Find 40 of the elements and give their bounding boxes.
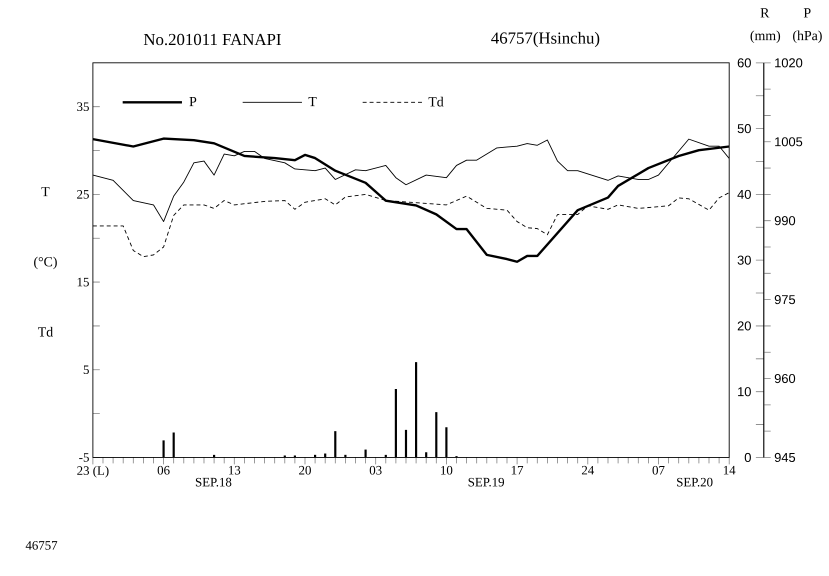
y-tick-label: -5 <box>79 453 89 462</box>
y2-tick-label: 40 <box>737 190 751 199</box>
text: 46757 <box>26 541 58 550</box>
y2-tick-label: 30 <box>738 256 751 265</box>
y-tick-label: 5 <box>84 365 89 374</box>
y2-tick-label: 20 <box>738 321 751 330</box>
y-tick-label: 15 <box>78 278 89 286</box>
text: T (°C) Td <box>34 187 57 337</box>
x-tick-label: 17 <box>512 466 524 474</box>
y2-tick-label: 60 <box>738 58 751 68</box>
chart-subtitle: 46757(Hsinchu) <box>491 32 600 48</box>
x-tick-label: 10 <box>441 466 452 475</box>
y2-tick-label: 50 <box>738 124 751 134</box>
text: SEP.20 <box>677 478 713 487</box>
x-tick-label: 03 <box>370 466 382 475</box>
y2-axis-title: R (mm) <box>750 8 780 44</box>
x-tick-label: 06 <box>158 466 170 475</box>
x-tick-label: 23 (L) <box>77 466 109 478</box>
y2-tick-label: 10 <box>738 387 751 396</box>
text: SEP.18 <box>196 478 232 487</box>
y3-axis-title: P (hPa) <box>793 8 822 44</box>
y3-tick-label: 960 <box>774 374 796 384</box>
y3-tick-label: 1005 <box>775 137 802 146</box>
y-tick-label: 35 <box>77 102 89 111</box>
text: SEP.19 <box>468 478 504 486</box>
x-tick-label: 07 <box>652 466 665 475</box>
y2-tick-label: 0 <box>744 452 751 462</box>
y3-tick-label: 975 <box>774 295 796 304</box>
legend-label: T <box>308 97 317 106</box>
legend-label: Td <box>428 96 444 106</box>
chart-title: No.201011 FANAPI <box>144 34 281 46</box>
y3-tick-label: 945 <box>774 452 796 462</box>
x-tick-label: 24 <box>582 466 594 474</box>
x-tick-label: 13 <box>229 466 240 475</box>
y3-tick-label: 990 <box>774 216 796 226</box>
x-tick-label: 20 <box>299 466 311 475</box>
x-tick-label: 14 <box>724 466 736 474</box>
y-tick-label: 25 <box>77 190 89 199</box>
legend-label: P <box>189 97 196 106</box>
y3-tick-label: 1020 <box>775 58 802 68</box>
